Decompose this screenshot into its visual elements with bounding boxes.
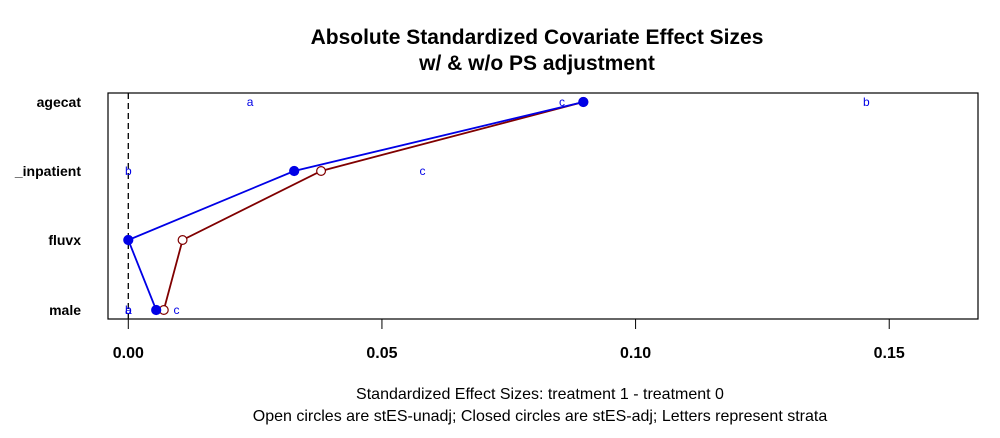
unadjusted-point-_inpatient: [316, 166, 327, 177]
category-label: _inpatient: [14, 163, 81, 179]
strata-letter: b: [125, 164, 132, 178]
adjusted-point-agecat: [578, 96, 589, 108]
category-label: fluvx: [48, 232, 81, 248]
strata-letter: b: [863, 95, 870, 109]
chart-title-line1: Absolute Standardized Covariate Effect S…: [311, 26, 764, 49]
adjusted-point-_inpatient: [289, 165, 300, 177]
strata-letter: b: [125, 303, 132, 317]
category-label: male: [49, 302, 81, 318]
adjusted-point-fluvx: [123, 234, 134, 246]
x-tick-label: 0.00: [113, 345, 144, 362]
strata-letter: a: [247, 95, 254, 109]
x-tick-label: 0.15: [874, 345, 905, 362]
x-axis-label-line2: Open circles are stES-unadj; Closed circ…: [253, 408, 828, 425]
plot-frame: [107, 92, 979, 320]
category-label: agecat: [37, 94, 82, 110]
strata-letter: b: [125, 233, 132, 247]
chart-title-line2: w/ & w/o PS adjustment: [418, 52, 655, 75]
unadjusted-series-line: [162, 101, 584, 311]
strata-letter: c: [559, 95, 565, 109]
unadjusted-point-fluvx: [177, 235, 188, 246]
adjusted-point-male: [151, 304, 162, 316]
strata-letter: c: [420, 164, 426, 178]
strata-letter: c: [173, 303, 179, 317]
x-axis-label-line1: Standardized Effect Sizes: treatment 1 -…: [356, 386, 724, 403]
x-tick-label: 0.10: [620, 345, 651, 362]
adjusted-series-line: [127, 101, 584, 311]
x-tick-label: 0.05: [366, 345, 397, 362]
strata-letter: a: [125, 303, 132, 317]
